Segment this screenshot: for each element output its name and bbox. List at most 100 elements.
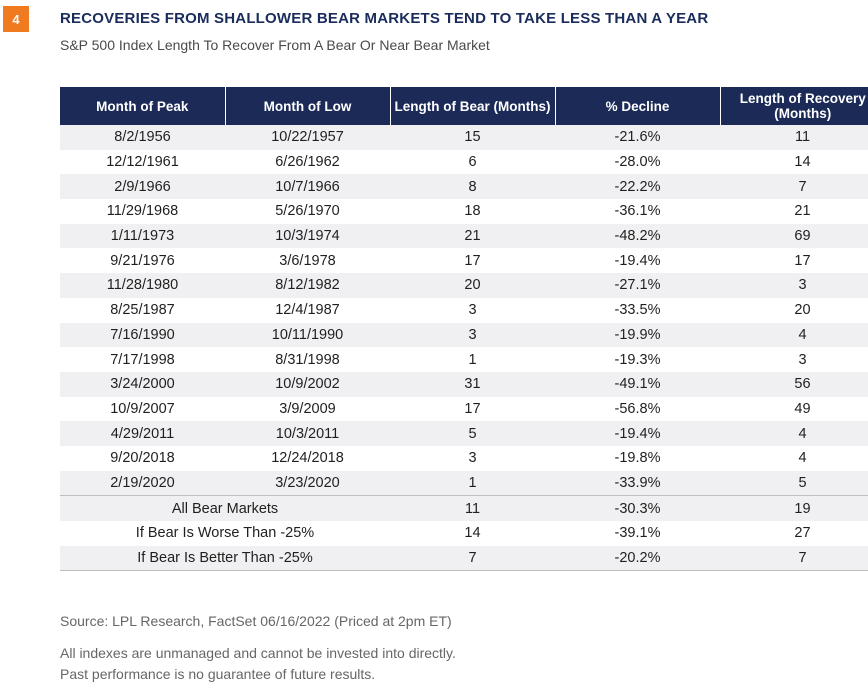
cell-length-of-bear: 3 [390, 297, 555, 323]
cell-length-of-bear: 15 [390, 125, 555, 150]
cell-month-of-peak: 7/17/1998 [60, 347, 225, 372]
cell-percent-decline: -19.8% [555, 445, 720, 471]
cell-percent-decline: -39.1% [555, 521, 720, 546]
cell-length-of-bear: 18 [390, 199, 555, 224]
cell-month-of-low: 10/22/1957 [225, 125, 390, 150]
table-row: 3/24/2000 10/9/2002 31 -49.1% 56 [60, 371, 868, 397]
cell-length-of-recovery: 5 [720, 470, 868, 496]
cell-percent-decline: -19.4% [555, 248, 720, 274]
cell-percent-decline: -19.9% [555, 322, 720, 348]
cell-percent-decline: -20.2% [555, 545, 720, 572]
bear-market-table: Month of Peak Month of Low Length of Bea… [60, 87, 868, 572]
header-length-of-recovery: Length of Recovery (Months) [720, 87, 868, 125]
cell-length-of-recovery: 4 [720, 445, 868, 471]
cell-percent-decline: -36.1% [555, 199, 720, 224]
table-row: 12/12/1961 6/26/1962 6 -28.0% 14 [60, 149, 868, 175]
cell-percent-decline: -19.3% [555, 347, 720, 372]
cell-length-of-recovery: 21 [720, 199, 868, 224]
cell-month-of-low: 10/3/2011 [225, 421, 390, 446]
table-row: 8/25/1987 12/4/1987 3 -33.5% 20 [60, 297, 868, 323]
cell-length-of-bear: 11 [390, 495, 555, 521]
cell-month-of-peak: 8/2/1956 [60, 125, 225, 150]
summary-row: If Bear Is Better Than -25% 7 -20.2% 7 [60, 545, 868, 572]
cell-length-of-recovery: 4 [720, 421, 868, 446]
cell-length-of-recovery: 17 [720, 248, 868, 274]
cell-month-of-low: 10/3/1974 [225, 223, 390, 249]
cell-length-of-recovery: 3 [720, 347, 868, 372]
cell-month-of-low: 6/26/1962 [225, 149, 390, 175]
header-month-of-peak: Month of Peak [60, 87, 226, 125]
cell-percent-decline: -21.6% [555, 125, 720, 150]
cell-length-of-bear: 1 [390, 347, 555, 372]
cell-length-of-bear: 17 [390, 248, 555, 274]
cell-month-of-low: 8/12/1982 [225, 273, 390, 298]
cell-month-of-peak: 10/9/2007 [60, 396, 225, 422]
table-row: 7/16/1990 10/11/1990 3 -19.9% 4 [60, 322, 868, 348]
cell-month-of-peak: 2/19/2020 [60, 470, 225, 496]
cell-summary-label: If Bear Is Better Than -25% [60, 545, 390, 572]
cell-length-of-bear: 20 [390, 273, 555, 298]
cell-percent-decline: -27.1% [555, 273, 720, 298]
cell-month-of-low: 3/9/2009 [225, 396, 390, 422]
header-length-of-bear: Length of Bear (Months) [390, 87, 556, 125]
cell-length-of-bear: 31 [390, 371, 555, 397]
cell-month-of-low: 3/6/1978 [225, 248, 390, 274]
table-row: 11/29/1968 5/26/1970 18 -36.1% 21 [60, 199, 868, 224]
cell-length-of-bear: 21 [390, 223, 555, 249]
cell-month-of-peak: 3/24/2000 [60, 371, 225, 397]
cell-length-of-bear: 5 [390, 421, 555, 446]
table-row: 9/20/2018 12/24/2018 3 -19.8% 4 [60, 445, 868, 471]
cell-length-of-bear: 7 [390, 545, 555, 572]
cell-month-of-low: 10/11/1990 [225, 322, 390, 348]
cell-percent-decline: -49.1% [555, 371, 720, 397]
disclaimer: All indexes are unmanaged and cannot be … [60, 643, 456, 685]
figure-number-badge: 4 [3, 6, 29, 32]
header-percent-decline: % Decline [555, 87, 721, 125]
cell-month-of-low: 8/31/1998 [225, 347, 390, 372]
cell-month-of-low: 12/24/2018 [225, 445, 390, 471]
header-month-of-low: Month of Low [225, 87, 391, 125]
cell-length-of-recovery: 11 [720, 125, 868, 150]
table-row: 1/11/1973 10/3/1974 21 -48.2% 69 [60, 223, 868, 249]
summary-row: If Bear Is Worse Than -25% 14 -39.1% 27 [60, 521, 868, 546]
cell-month-of-peak: 1/11/1973 [60, 223, 225, 249]
table-row: 10/9/2007 3/9/2009 17 -56.8% 49 [60, 396, 868, 422]
cell-summary-label: If Bear Is Worse Than -25% [60, 521, 390, 546]
cell-month-of-peak: 11/29/1968 [60, 199, 225, 224]
disclaimer-line-1: All indexes are unmanaged and cannot be … [60, 645, 456, 661]
table-header-row: Month of Peak Month of Low Length of Bea… [60, 87, 868, 125]
cell-length-of-recovery: 56 [720, 371, 868, 397]
cell-percent-decline: -22.2% [555, 174, 720, 200]
cell-percent-decline: -56.8% [555, 396, 720, 422]
table-row: 2/9/1966 10/7/1966 8 -22.2% 7 [60, 174, 868, 200]
table-row: 2/19/2020 3/23/2020 1 -33.9% 5 [60, 470, 868, 496]
cell-month-of-peak: 9/21/1976 [60, 248, 225, 274]
cell-length-of-recovery: 27 [720, 521, 868, 546]
cell-length-of-recovery: 20 [720, 297, 868, 323]
cell-percent-decline: -33.5% [555, 297, 720, 323]
cell-month-of-low: 10/9/2002 [225, 371, 390, 397]
cell-month-of-peak: 8/25/1987 [60, 297, 225, 323]
cell-length-of-recovery: 4 [720, 322, 868, 348]
cell-length-of-bear: 14 [390, 521, 555, 546]
table-row: 9/21/1976 3/6/1978 17 -19.4% 17 [60, 248, 868, 274]
cell-month-of-peak: 11/28/1980 [60, 273, 225, 298]
cell-month-of-low: 10/7/1966 [225, 174, 390, 200]
table-row: 11/28/1980 8/12/1982 20 -27.1% 3 [60, 273, 868, 298]
cell-month-of-peak: 12/12/1961 [60, 149, 225, 175]
cell-length-of-recovery: 7 [720, 545, 868, 572]
cell-length-of-recovery: 49 [720, 396, 868, 422]
cell-length-of-recovery: 19 [720, 495, 868, 521]
cell-length-of-bear: 8 [390, 174, 555, 200]
cell-month-of-peak: 7/16/1990 [60, 322, 225, 348]
cell-month-of-peak: 4/29/2011 [60, 421, 225, 446]
cell-month-of-low: 5/26/1970 [225, 199, 390, 224]
cell-percent-decline: -48.2% [555, 223, 720, 249]
table-row: 7/17/1998 8/31/1998 1 -19.3% 3 [60, 347, 868, 372]
disclaimer-line-2: Past performance is no guarantee of futu… [60, 666, 376, 682]
cell-length-of-recovery: 14 [720, 149, 868, 175]
cell-summary-label: All Bear Markets [60, 495, 390, 521]
cell-month-of-low: 12/4/1987 [225, 297, 390, 323]
cell-length-of-recovery: 3 [720, 273, 868, 298]
cell-percent-decline: -30.3% [555, 495, 720, 521]
